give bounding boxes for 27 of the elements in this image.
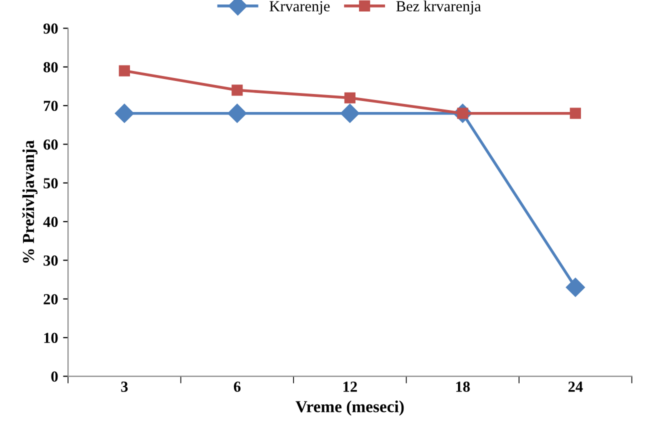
point	[228, 104, 247, 123]
y-tick-label: 30	[44, 255, 58, 266]
y-tick-label: 0	[51, 371, 58, 382]
legend-label: Bez krvarenja	[396, 0, 481, 15]
y-tick-label: 70	[44, 100, 58, 112]
point	[340, 104, 360, 123]
y-tick-label: 60	[44, 139, 58, 150]
y-tick-label: 90	[43, 23, 58, 34]
y-tick-label: 50	[44, 178, 58, 188]
x-tick-label: 12	[344, 382, 357, 392]
point	[570, 108, 581, 119]
y-tick-label: 40	[43, 216, 58, 228]
point	[114, 104, 134, 123]
x-axis-title: Vreme (meseci)	[296, 400, 404, 416]
legend-label: Krvarenje	[270, 1, 330, 15]
point	[344, 92, 356, 104]
y-tick-label: 20	[44, 294, 58, 304]
point	[232, 84, 243, 96]
x-tick-label: 6	[234, 382, 241, 392]
point	[118, 65, 130, 76]
y-axis-title: % Preživljavanja	[22, 140, 38, 263]
point	[566, 278, 585, 297]
y-tick-label: 80	[44, 62, 58, 72]
x-tick-label: 3	[121, 382, 128, 392]
x-tick-label: 24	[568, 382, 583, 392]
y-tick-label: 10	[44, 332, 58, 344]
x-tick-label: 18	[456, 382, 470, 392]
